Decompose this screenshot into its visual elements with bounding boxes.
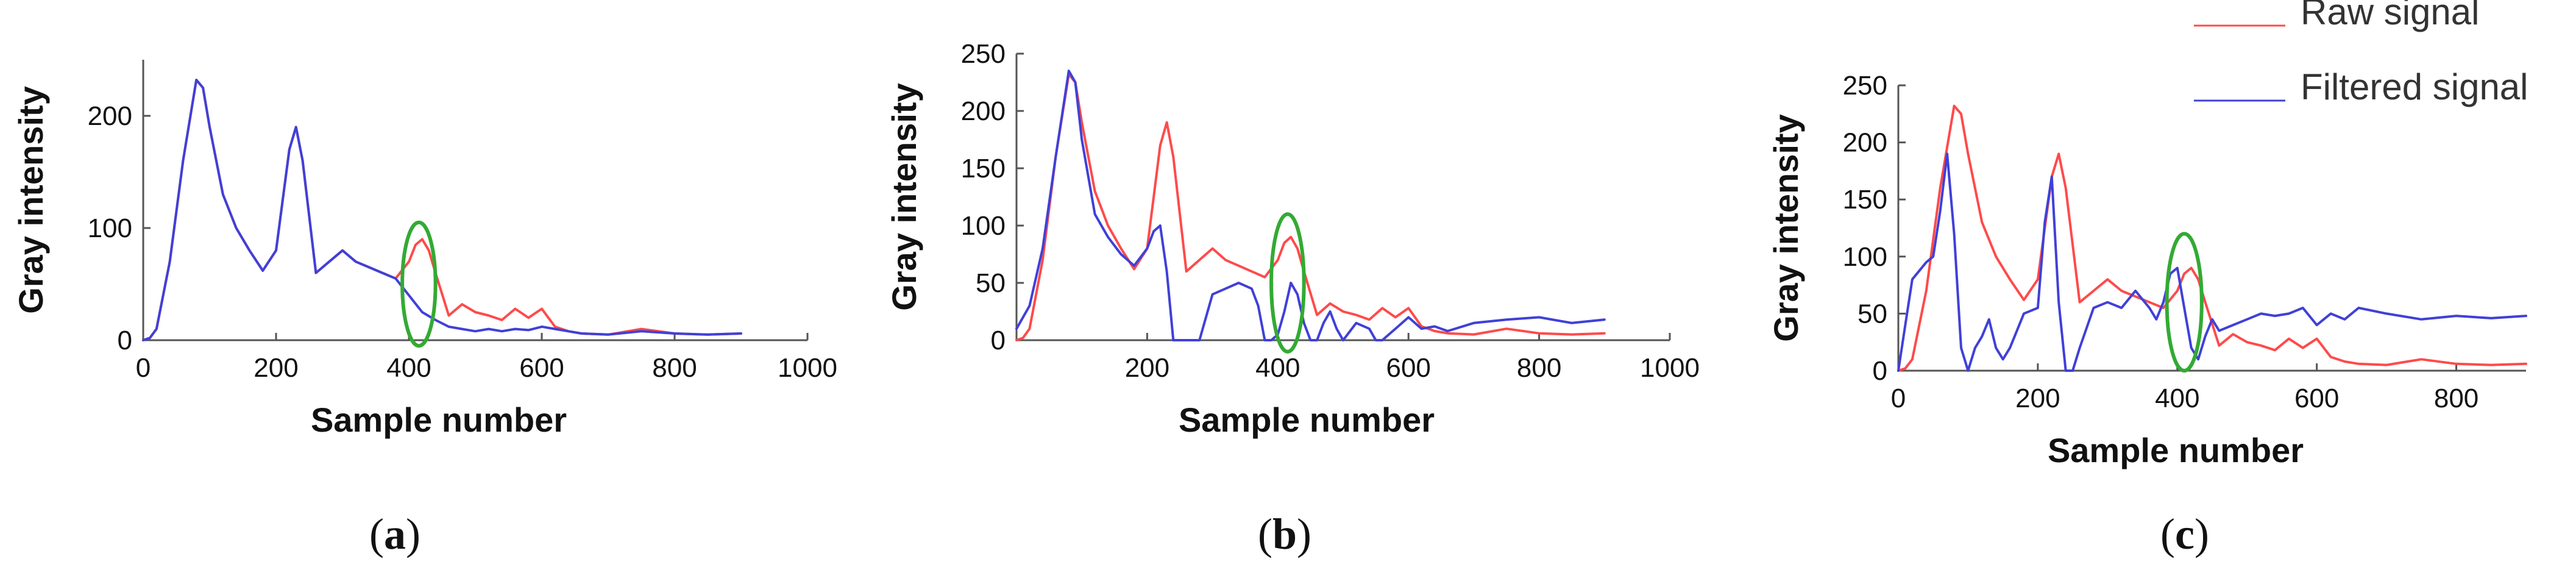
series-line-red <box>1015 73 1606 341</box>
series-line-blue <box>1897 152 2527 372</box>
x-tick-label: 800 <box>2434 383 2478 413</box>
y-tick-label: 100 <box>88 213 132 243</box>
y-axis-title: Gray intensity <box>1767 114 1805 341</box>
highlight-ellipse <box>1269 212 1306 354</box>
series-line-red <box>1897 104 2527 372</box>
series-line-blue <box>142 79 742 341</box>
x-tick-label: 600 <box>1386 353 1430 383</box>
y-tick-label: 0 <box>118 326 132 355</box>
x-tick-label: 0 <box>1891 383 1906 413</box>
x-tick-label: 1000 <box>778 353 837 383</box>
x-axis-title: Sample number <box>1179 401 1435 439</box>
y-tick-label: 50 <box>1857 299 1887 329</box>
series-line-red <box>142 79 742 341</box>
y-tick-label: 200 <box>1843 128 1887 158</box>
panel-label: (b) <box>1258 510 1311 558</box>
x-tick-label: 400 <box>2155 383 2199 413</box>
y-axis-title: Gray intensity <box>12 86 50 313</box>
x-tick-label: 200 <box>1125 353 1169 383</box>
highlight-ellipse <box>400 220 438 348</box>
panel-c: 0 200 400 600 800 0 50 100 150 200 250 Sample numbe… <box>1767 71 2527 558</box>
panel-b: 200 400 600 800 1000 0 50 100 150 200 250 Sample nu… <box>885 39 1700 558</box>
y-tick-label: 200 <box>88 101 132 131</box>
x-tick-label: 800 <box>1517 353 1561 383</box>
x-axis-title: Sample number <box>311 401 567 439</box>
chart-legend: Raw signal Filtered signal <box>2194 0 2528 107</box>
panel-label: (c) <box>2160 510 2209 558</box>
x-tick-label: 200 <box>254 353 298 383</box>
y-tick-label: 0 <box>991 326 1006 355</box>
x-tick-label: 200 <box>2015 383 2060 413</box>
x-tick-label: 400 <box>386 353 431 383</box>
x-tick-label: 600 <box>2294 383 2339 413</box>
y-tick-label: 200 <box>961 96 1006 126</box>
x-tick-label: 1000 <box>1640 353 1700 383</box>
y-tick-label: 100 <box>1843 242 1887 272</box>
highlight-ellipse <box>2165 232 2204 373</box>
legend-label: Raw signal <box>2301 0 2479 32</box>
series-line-blue <box>1015 70 1606 341</box>
x-axis-title: Sample number <box>2048 431 2304 469</box>
x-tick-label: 400 <box>1255 353 1300 383</box>
x-tick-label: 0 <box>136 353 151 383</box>
y-tick-label: 250 <box>961 39 1006 69</box>
legend-label: Filtered signal <box>2301 66 2528 107</box>
y-axis-title: Gray intensity <box>885 83 923 310</box>
y-tick-label: 250 <box>1843 71 1887 101</box>
x-tick-label: 800 <box>652 353 697 383</box>
x-tick-label: 600 <box>519 353 564 383</box>
y-tick-label: 150 <box>1843 185 1887 215</box>
y-tick-label: 150 <box>961 154 1006 184</box>
panel-a: 0 200 400 600 800 1000 0 100 200 Sample number Gra… <box>12 60 837 558</box>
y-tick-label: 50 <box>976 268 1006 298</box>
panel-label: (a) <box>369 510 420 558</box>
y-tick-label: 0 <box>1873 356 1887 386</box>
y-tick-label: 100 <box>961 211 1006 241</box>
